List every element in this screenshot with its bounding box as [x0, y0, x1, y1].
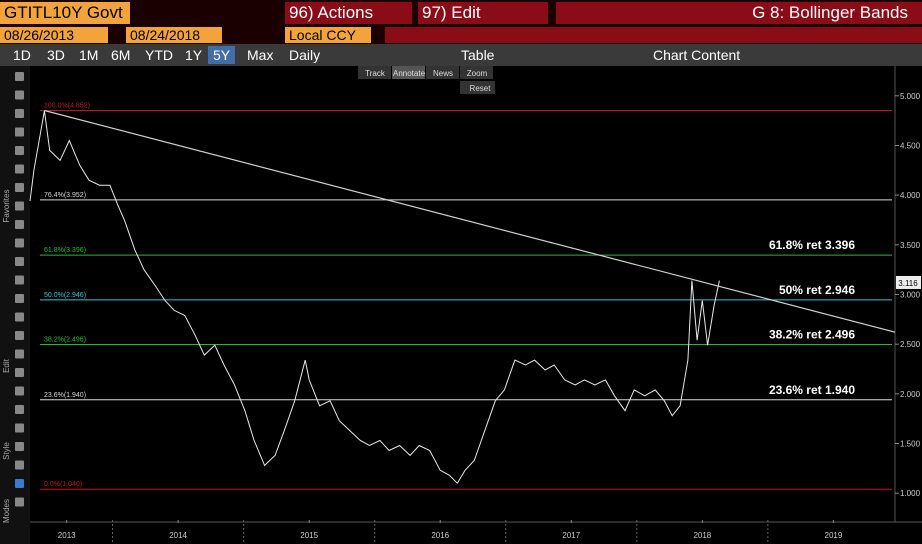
period-button[interactable]: 5Y	[208, 46, 236, 64]
sidebar-label: Style	[2, 442, 11, 460]
y-tick-label: 4.500	[900, 141, 921, 150]
sidebar	[0, 66, 30, 544]
period-bar: 1D 3D 1M 6M YTD 1Y 5Y Max Daily Table Chart Con…	[0, 44, 922, 66]
tool-icon	[15, 220, 24, 229]
y-tick-label: 3.000	[900, 290, 921, 299]
x-tick-label: 2013	[58, 531, 76, 540]
annotation: 50% ret 2.946	[779, 283, 855, 297]
tool-icon	[15, 275, 24, 285]
end-date[interactable]: 08/24/2018	[126, 27, 222, 43]
tool-button	[392, 66, 425, 79]
tool-icon	[15, 146, 24, 155]
date-bar-fill	[385, 27, 922, 43]
level-label: 61.8%(3.396)	[44, 247, 86, 254]
sidebar-label: Modes	[2, 499, 11, 523]
tool-icon	[15, 238, 24, 248]
frequency[interactable]: Daily	[289, 47, 321, 63]
level-label: 38.2%(2.496)	[44, 337, 86, 344]
x-tick-label: 2015	[300, 531, 318, 540]
x-tick-label: 2019	[825, 531, 843, 540]
level-label: 0.0%(1.040)	[44, 481, 82, 488]
trend-line	[44, 109, 896, 333]
tool-button	[460, 66, 493, 79]
tool-icon	[15, 90, 24, 100]
tool-label: Track	[365, 69, 386, 78]
x-tick-label: 2014	[169, 531, 187, 540]
tool-icon	[15, 442, 24, 451]
tool-icon	[15, 405, 24, 414]
period-button[interactable]: 3D	[47, 47, 65, 63]
tool-icon	[15, 423, 24, 433]
edit-menu[interactable]: 97) Edit	[418, 2, 548, 24]
actions-menu[interactable]: 96) Actions	[285, 2, 412, 24]
sidebar-label: Edit	[2, 358, 11, 373]
title-bar: GTITL10Y Govt 96) Actions 97) Edit G 8: …	[0, 0, 922, 26]
x-tick-label: 2016	[431, 531, 449, 540]
tool-icon	[15, 368, 24, 377]
x-tick-label: 2018	[693, 531, 711, 540]
tool-icon	[15, 460, 24, 470]
y-tick-label: 3.500	[900, 241, 921, 250]
tool-label: Annotate	[393, 69, 426, 78]
last-value-label: 3.116	[898, 279, 918, 288]
y-axis-area	[895, 66, 922, 544]
tool-icon	[15, 312, 24, 322]
function-title: G 8: Bollinger Bands	[556, 2, 922, 24]
tool-icon	[15, 109, 24, 118]
level-label: 50.0%(2.946)	[44, 292, 86, 299]
y-tick-label: 1.000	[900, 489, 921, 498]
tool-icon	[15, 72, 24, 81]
tool-icon	[15, 331, 24, 340]
sidebar-label: Favorites	[2, 190, 11, 223]
y-tick-label: 1.500	[900, 440, 921, 449]
annotation: 23.6% ret 1.940	[769, 383, 855, 397]
period-button[interactable]: 6M	[111, 47, 131, 63]
tool-icon	[15, 183, 24, 192]
level-label: 76.4%(3.952)	[44, 192, 86, 199]
period-button[interactable]: 1Y	[185, 47, 203, 63]
y-tick-label: 4.000	[900, 191, 921, 200]
tool-icon	[15, 201, 24, 211]
tool-icon	[15, 164, 24, 174]
tool-icon	[15, 349, 24, 359]
currency[interactable]: Local CCY	[285, 27, 371, 43]
level-label: 100.0%(4.852)	[44, 103, 90, 110]
period-button[interactable]: Max	[247, 47, 274, 63]
y-tick-label: 5.000	[900, 92, 921, 101]
tool-icon	[15, 127, 24, 137]
level-label: 23.6%(1.940)	[44, 392, 86, 399]
y-tick-label: 2.500	[900, 340, 921, 349]
reset-button	[460, 81, 495, 94]
tool-label: News	[433, 69, 453, 78]
tool-icon	[15, 294, 24, 303]
period-button[interactable]: 1D	[13, 47, 31, 63]
x-tick-label: 2017	[562, 531, 580, 540]
tool-icon	[15, 386, 24, 396]
tool-label: Zoom	[467, 69, 488, 78]
period-button[interactable]: YTD	[145, 47, 173, 63]
chart: Track Annotate News Zoom Reset Favorites Edit S…	[0, 66, 922, 544]
tool-button	[358, 66, 391, 79]
y-tick-label: 2.000	[900, 390, 921, 399]
start-date[interactable]: 08/26/2013	[0, 27, 108, 43]
chart-content-button[interactable]: Chart Content	[653, 47, 741, 63]
period-button[interactable]: 1M	[79, 47, 99, 63]
date-bar: 08/26/2013 08/24/2018 Local CCY	[0, 26, 922, 44]
tool-icon	[15, 479, 24, 488]
table-button[interactable]: Table	[461, 47, 495, 63]
annotation: 61.8% ret 3.396	[769, 238, 855, 252]
ticker[interactable]: GTITL10Y Govt	[0, 2, 130, 24]
reset-label: Reset	[470, 84, 492, 93]
tool-button	[426, 66, 459, 79]
tool-icon	[15, 497, 24, 507]
price-line	[29, 110, 720, 485]
annotation: 38.2% ret 2.496	[769, 328, 855, 342]
tool-icon	[15, 257, 24, 266]
last-value-tag	[896, 275, 921, 289]
